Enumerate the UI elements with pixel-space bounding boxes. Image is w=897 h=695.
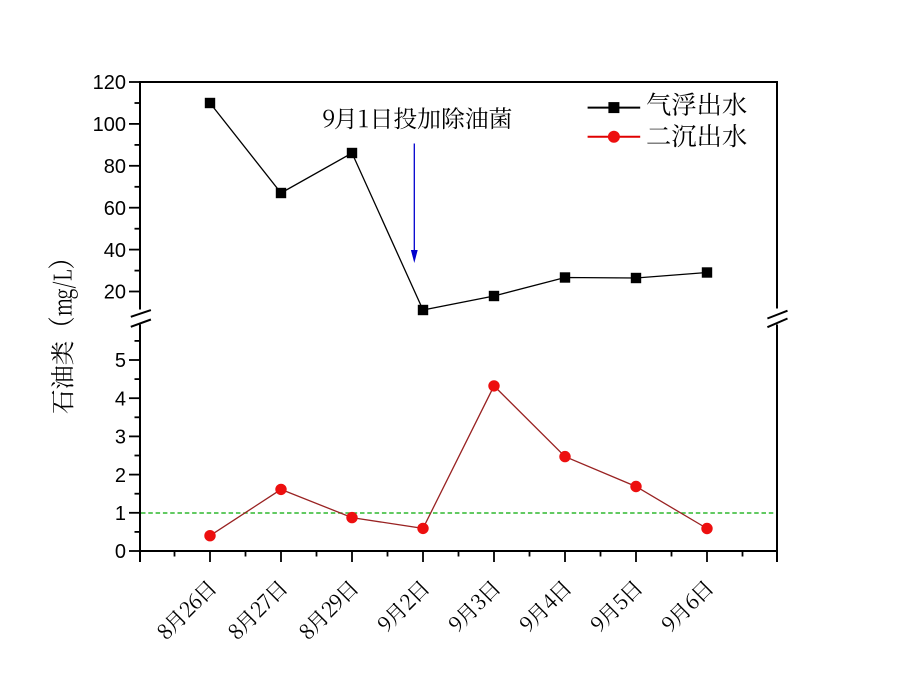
svg-text:60: 60 — [104, 198, 126, 220]
svg-text:5: 5 — [115, 350, 126, 372]
svg-text:80: 80 — [104, 156, 126, 178]
svg-text:100: 100 — [93, 114, 126, 136]
svg-text:120: 120 — [93, 72, 126, 94]
svg-text:0: 0 — [115, 541, 126, 563]
svg-text:3: 3 — [115, 427, 126, 449]
svg-text:2: 2 — [115, 465, 126, 487]
svg-text:40: 40 — [104, 240, 126, 262]
svg-text:20: 20 — [104, 282, 126, 304]
svg-text:1: 1 — [115, 503, 126, 525]
svg-text:4: 4 — [115, 388, 126, 410]
